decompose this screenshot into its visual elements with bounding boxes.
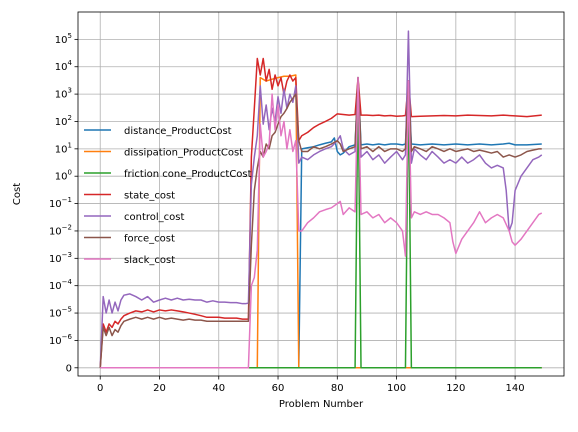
y-tick-label: 10−2 <box>49 223 72 237</box>
x-tick-label: 140 <box>506 383 525 394</box>
legend-label: friction cone_ProductCost <box>124 169 252 180</box>
x-tick-label: 40 <box>212 383 225 394</box>
legend-label: state_cost <box>124 191 175 202</box>
y-tick-label: 101 <box>55 141 72 155</box>
legend-label: control_cost <box>124 212 184 223</box>
x-axis-label: Problem Number <box>279 399 364 410</box>
y-tick-label: 104 <box>55 59 73 73</box>
y-tick-label: 10−6 <box>49 333 73 347</box>
series-line-control-cost <box>99 30 543 368</box>
y-axis-label: Cost <box>12 183 23 205</box>
y-tick-label: 10−1 <box>49 196 72 210</box>
x-tick-label: 0 <box>97 383 103 394</box>
x-tick-label: 60 <box>272 383 285 394</box>
series-line-force-cost <box>99 76 542 368</box>
legend: distance_ProductCost dissipation_ProductC… <box>84 126 252 266</box>
y-tick-label: 103 <box>55 87 72 101</box>
y-tick-label: 102 <box>55 114 72 128</box>
y-axis: 0 10−6 10−5 10−4 10−3 10−2 10−1 100 101 102 103 104… <box>49 32 78 374</box>
series-line-slack-cost <box>100 76 543 369</box>
x-tick-label: 100 <box>387 383 406 394</box>
y-tick-label: 105 <box>55 32 72 46</box>
y-tick-label: 0 <box>66 363 72 374</box>
series-line-distance-productcost <box>100 76 542 369</box>
x-tick-label: 20 <box>153 383 166 394</box>
series-line-state-cost <box>99 57 542 368</box>
legend-label: slack_cost <box>124 255 175 266</box>
y-tick-label: 10−4 <box>49 278 73 292</box>
y-tick-label: 10−3 <box>49 251 72 265</box>
legend-label: dissipation_ProductCost <box>124 148 243 159</box>
series-layer <box>99 30 543 369</box>
legend-label: force_cost <box>124 234 175 245</box>
axes-frame <box>77 11 565 377</box>
series-line-friction-cone-productcost <box>100 76 542 369</box>
y-tick-label: 10−5 <box>49 306 72 320</box>
x-tick-label: 80 <box>331 383 344 394</box>
y-tick-label: 100 <box>55 169 72 183</box>
x-tick-label: 120 <box>446 383 465 394</box>
x-axis: 0 20 40 60 80 100 120 140 <box>97 376 525 394</box>
legend-label: distance_ProductCost <box>124 126 232 137</box>
